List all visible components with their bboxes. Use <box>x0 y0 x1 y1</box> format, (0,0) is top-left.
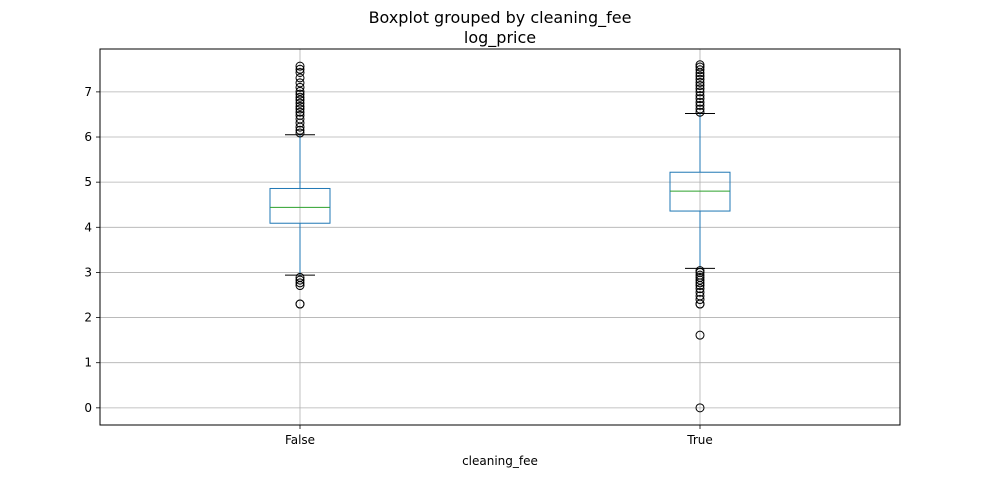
outlier-point <box>695 60 705 70</box>
outlier-point <box>295 107 305 117</box>
chart-title: log_price <box>464 28 536 48</box>
plot-frame <box>99 48 901 426</box>
outlier-point <box>295 114 305 124</box>
outlier-point <box>295 98 305 108</box>
outlier-point <box>695 62 705 72</box>
outlier-point <box>695 81 705 91</box>
outlier-point <box>295 73 305 83</box>
outlier-point <box>695 94 705 104</box>
iqr-box <box>269 187 331 224</box>
outlier-point <box>295 78 305 88</box>
outlier-point <box>695 77 705 87</box>
outlier-point <box>695 87 705 97</box>
outlier-point <box>295 64 305 74</box>
outlier-point <box>295 110 305 120</box>
outlier-point <box>695 71 705 81</box>
outlier-point <box>695 403 705 413</box>
outlier-point <box>695 84 705 94</box>
axis-ticks: 0 1 2 3 4 5 6 7 False True <box>84 85 712 447</box>
outlier-point <box>695 272 705 282</box>
outlier-point <box>695 100 705 110</box>
y-tick-label: 7 <box>84 85 92 99</box>
y-tick-label: 0 <box>84 401 92 415</box>
outlier-point <box>295 104 305 114</box>
outlier-point <box>295 86 305 96</box>
outlier-point <box>295 278 305 288</box>
outlier-point <box>695 291 705 301</box>
outlier-point <box>695 74 705 84</box>
y-tick-label: 2 <box>84 311 92 325</box>
x-tick-label: True <box>686 433 713 447</box>
outlier-point <box>695 284 705 294</box>
grid-lines <box>100 49 900 425</box>
outlier-point <box>295 67 305 77</box>
y-tick-label: 6 <box>84 130 92 144</box>
outlier-point <box>695 330 705 340</box>
outlier-point <box>295 275 305 285</box>
outlier-point <box>695 107 705 117</box>
y-tick-label: 4 <box>84 220 92 234</box>
y-tick-label: 1 <box>84 356 92 370</box>
outlier-point <box>695 266 705 276</box>
outlier-point <box>295 101 305 111</box>
outlier-point <box>295 82 305 92</box>
outlier-point <box>295 128 305 138</box>
x-tick-label: False <box>285 433 315 447</box>
outlier-point <box>295 95 305 105</box>
outlier-point <box>695 287 705 297</box>
chart-suptitle: Boxplot grouped by cleaning_fee <box>369 8 632 28</box>
outlier-point <box>695 104 705 114</box>
outlier-point <box>295 89 305 99</box>
outlier-point <box>695 65 705 75</box>
y-tick-label: 3 <box>84 265 92 279</box>
x-axis-label: cleaning_fee <box>462 454 538 468</box>
outlier-point <box>295 92 305 102</box>
outlier-point <box>295 125 305 135</box>
outlier-point <box>695 295 705 305</box>
y-tick-label: 5 <box>84 175 92 189</box>
outlier-point <box>295 61 305 71</box>
outlier-point <box>695 97 705 107</box>
outlier-point <box>695 90 705 100</box>
outlier-point <box>295 272 305 282</box>
outlier-point <box>695 270 705 280</box>
box-marks <box>269 60 731 413</box>
outlier-point <box>295 299 305 309</box>
